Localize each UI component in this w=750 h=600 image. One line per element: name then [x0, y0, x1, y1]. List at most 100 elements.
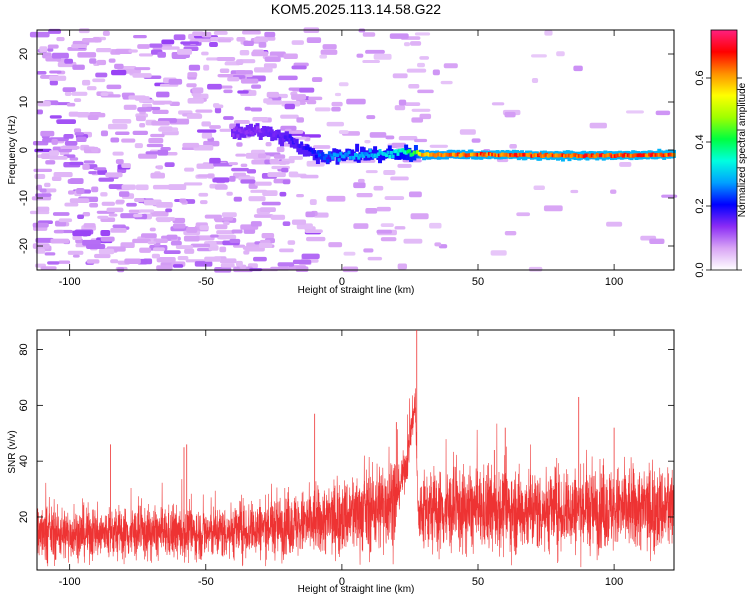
spectrogram-ridge-cell [419, 152, 423, 157]
spectrogram-cell [217, 234, 237, 240]
spectrogram-cell [53, 229, 64, 234]
spectrogram-cell [134, 96, 150, 101]
spectrogram-cell [44, 252, 56, 256]
spectrogram-cell [296, 193, 304, 198]
spectrogram-cell [156, 265, 173, 271]
spectrogram-cell [251, 51, 269, 57]
spectrogram-cell [233, 266, 253, 273]
spectrogram-cell [414, 32, 431, 36]
spectrogram-cell [110, 228, 127, 233]
spectrogram-cell [72, 64, 85, 70]
spectrogram-ridge-cell [370, 153, 374, 157]
snr-x-tick-label: 0 [339, 576, 345, 588]
spectrogram-cell [60, 145, 80, 150]
spectrogram-cell [214, 224, 228, 230]
spectrogram-ridge-cell [334, 153, 338, 157]
spectrogram-ridge-cell [424, 152, 428, 157]
spectrogram-cell [132, 73, 152, 78]
spectrogram-cell [148, 137, 164, 144]
spectrogram-cell [391, 142, 407, 149]
spectrogram-ridge-cell [618, 152, 622, 157]
spectrogram-cell [338, 130, 349, 134]
spectrogram-ridge-cell [615, 153, 619, 158]
spectrogram-cell [252, 116, 269, 122]
spectrogram-cell [128, 49, 138, 53]
spectrogram-cell [331, 106, 341, 112]
spectrogram-ridge-halo [235, 123, 240, 132]
spectrogram-cell [282, 221, 291, 227]
spectrogram-cell [195, 235, 215, 241]
spectrogram-cell [411, 108, 431, 112]
spectrogram-cell [134, 197, 145, 203]
spectrogram-cell [284, 103, 295, 110]
spectrogram-cell [291, 40, 304, 45]
spectrogram-ridge-cell [298, 144, 302, 148]
spectrogram-cell [115, 48, 133, 55]
spectrogram-ridge-cell [437, 152, 441, 156]
spectrogram-cell [183, 235, 200, 242]
spectrogram-cell [380, 223, 394, 227]
spectrogram-ridge-cell [473, 152, 477, 157]
spectrogram-cell [201, 132, 213, 139]
spectrogram-cell [295, 266, 309, 273]
spectrogram-cell [278, 75, 298, 81]
spectrogram-ridge-cell [443, 152, 447, 157]
spectrogram-cell [384, 196, 405, 200]
spectrogram-ridge-cell [367, 154, 371, 158]
colorbar-label: Normalized spectral amplitude [737, 82, 748, 217]
spectrogram-cell [207, 83, 222, 90]
colorbar-frame [710, 29, 738, 271]
spectrogram-ridge-cell [416, 150, 420, 154]
spectrogram-ridge-cell [301, 146, 305, 150]
spectrogram-ridge-cell [600, 153, 604, 157]
spectrogram-cell [56, 36, 65, 42]
spectrogram-cell [71, 91, 88, 96]
spectrogram-ridge-halo [413, 145, 418, 154]
spectrogram-ridge-cell [517, 152, 521, 157]
spectrogram-ridge-cell [414, 150, 418, 155]
spectrogram-cell [51, 138, 58, 145]
spectrogram-cell [589, 122, 607, 129]
spectrogram-cell [385, 135, 395, 140]
spectrogram-ridge-cell [558, 153, 562, 158]
spectrogram-cell [156, 202, 173, 208]
spectrogram-cell [306, 37, 322, 43]
spectrogram-cell [150, 133, 165, 138]
spectrogram-ridge-cell [556, 153, 560, 158]
spectrogram-ridge-cell [453, 153, 457, 158]
spectrogram-cell [196, 129, 217, 133]
spectrogram-ridge-halo [319, 150, 324, 159]
spectrogram-cell [429, 144, 448, 148]
spectrogram-ridge-cell [239, 129, 243, 134]
spectrogram-ridge-cell [592, 154, 596, 159]
spectrogram-ridge-cell [254, 129, 258, 134]
spectrogram-ridge-halo [276, 129, 281, 138]
spectrogram-cell [201, 51, 209, 56]
spectrogram-ridge-cell [643, 153, 647, 157]
spectrogram-cell [227, 76, 240, 82]
spectrogram-cell [164, 162, 175, 168]
spectrogram-cell [198, 192, 209, 197]
spectrogram-cell [51, 176, 62, 182]
spectrogram-cell [366, 115, 376, 120]
spectrogram-cell [357, 178, 365, 183]
spectrogram-ridge-cell [305, 146, 308, 150]
spectrogram-cell [77, 52, 97, 58]
spectrogram-cell [115, 131, 130, 135]
spectrogram-ridge-cell [417, 151, 421, 156]
spectrogram-cell [233, 120, 250, 124]
spectrogram-ridge-cell [487, 152, 491, 156]
spectrogram-cell [108, 184, 125, 189]
spectrogram-ridge-cell [306, 144, 310, 149]
spectrogram-cell [29, 31, 50, 38]
spectrogram-cell [83, 160, 95, 164]
spectrogram-ridge-cell [314, 154, 318, 159]
spectrogram-cell [610, 189, 617, 194]
spectrogram-ridge-halo [405, 152, 410, 161]
spectrogram-cell [157, 149, 169, 156]
spectrogram-ridge-cell [321, 152, 325, 156]
spectrogram-cell [250, 107, 263, 112]
spectrogram-ridge-cell [445, 152, 449, 157]
spectrogram-ridge-cell [430, 152, 434, 157]
spectrogram-cell [173, 34, 186, 41]
